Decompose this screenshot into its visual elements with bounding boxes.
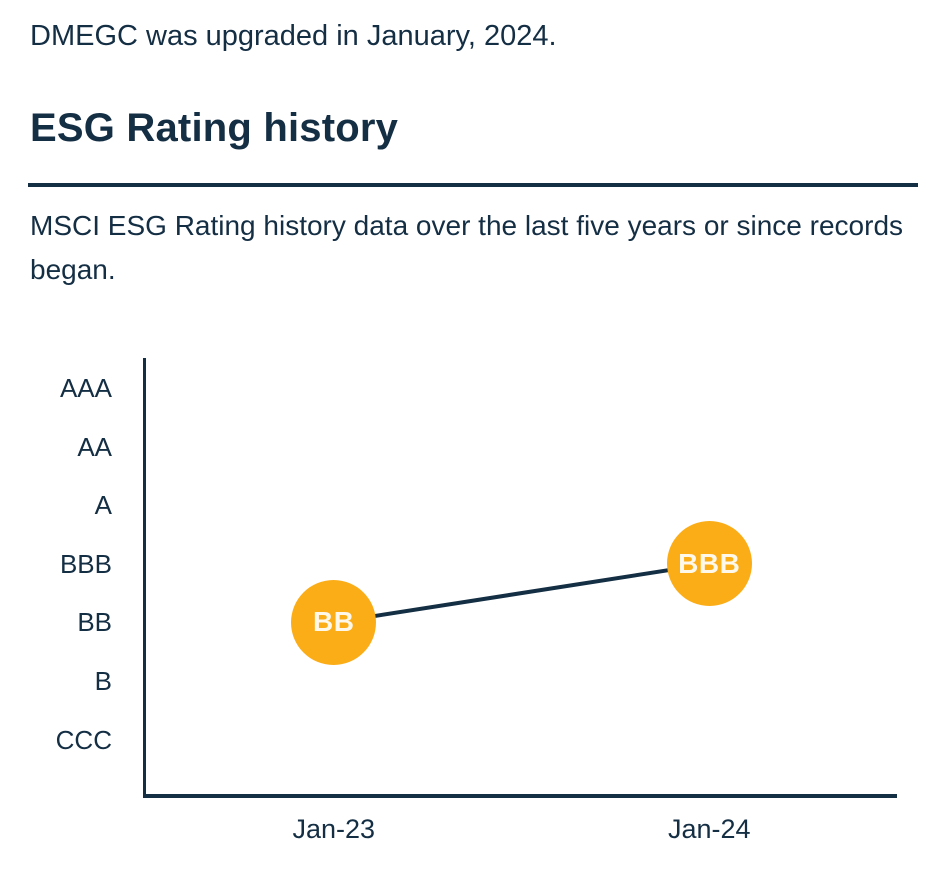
- rating-point-label: BBB: [678, 547, 741, 579]
- section-description: MSCI ESG Rating history data over the la…: [30, 210, 904, 285]
- y-axis-label: CCC: [55, 724, 112, 755]
- y-axis-label: BBB: [59, 548, 112, 579]
- x-axis-label: Jan-24: [667, 814, 751, 844]
- y-axis-label: B: [94, 666, 112, 696]
- x-axis-labels: Jan-23 Jan-24: [146, 812, 897, 852]
- rating-point: BB: [291, 579, 377, 665]
- y-axis-label: AAA: [59, 373, 112, 403]
- plot-area: BB BBB: [143, 358, 897, 798]
- y-axis-labels: AAA AA A BBB BB B CCC: [0, 358, 112, 798]
- section-divider: [28, 183, 918, 187]
- rating-trend-line: [333, 561, 710, 625]
- upgrade-note: DMEGC was upgraded in January, 2024.: [30, 20, 557, 52]
- section-title: ESG Rating history: [30, 106, 399, 150]
- rating-point: BBB: [666, 521, 752, 607]
- y-axis-label: A: [94, 490, 112, 521]
- y-axis-label: BB: [77, 607, 112, 638]
- rating-point-label: BB: [313, 606, 355, 638]
- rating-trend-segment: [333, 561, 710, 625]
- y-axis-label: AA: [77, 431, 112, 462]
- x-axis-label: Jan-23: [292, 814, 376, 844]
